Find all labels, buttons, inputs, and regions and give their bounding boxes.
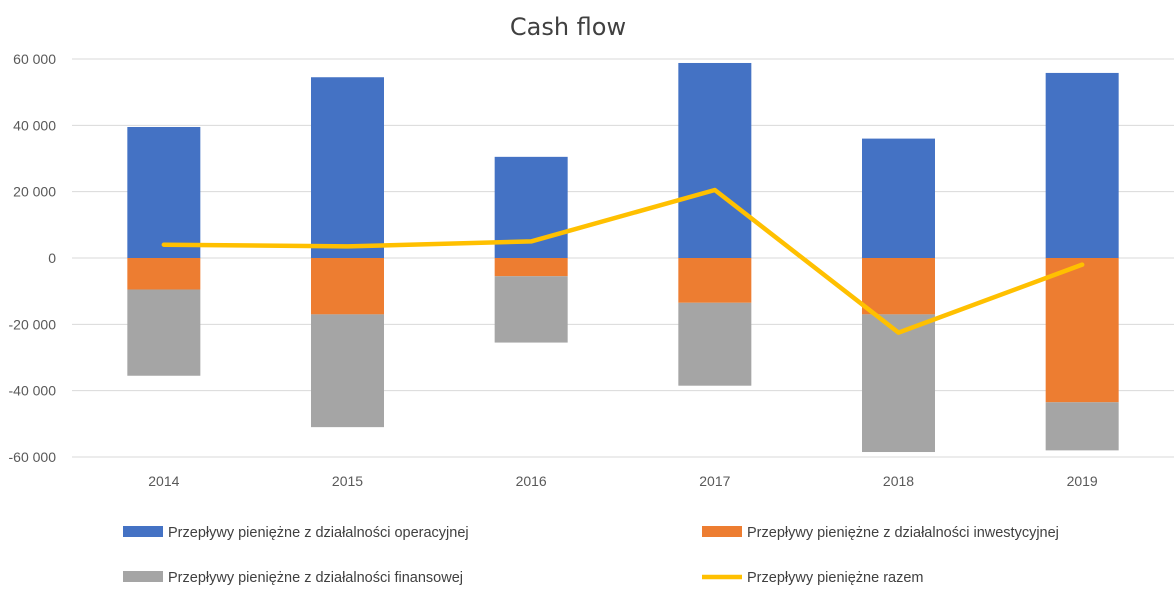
gridlines xyxy=(72,58,1174,458)
bar-segment xyxy=(1045,72,1119,259)
legend-label: Przepływy pieniężne z działalności opera… xyxy=(168,525,469,541)
legend-swatch xyxy=(123,526,163,537)
legend-label: Przepływy pieniężne z działalności finan… xyxy=(168,570,463,586)
bar-segment xyxy=(862,138,935,258)
bar-segment xyxy=(127,126,201,258)
y-tick-label: -40 000 xyxy=(9,383,57,399)
legend-item: Przepływy pieniężne z działalności inwes… xyxy=(702,525,1059,541)
bar-segment xyxy=(311,77,384,258)
x-tick-label: 2016 xyxy=(516,473,547,489)
y-tick-label: -20 000 xyxy=(9,316,57,332)
bar-segment xyxy=(862,314,935,453)
legend-item: Przepływy pieniężne z działalności opera… xyxy=(123,525,469,541)
y-axis-ticks: 60 000 40 000 20 000 0 -20 000 -40 000 -60 000 xyxy=(9,51,57,465)
bar-segment xyxy=(678,62,752,259)
legend: Przepływy pieniężne z działalności opera… xyxy=(123,525,1059,586)
y-tick-label: -60 000 xyxy=(9,449,57,465)
x-tick-label: 2017 xyxy=(699,473,730,489)
x-tick-label: 2015 xyxy=(332,473,363,489)
bar-segment xyxy=(1045,402,1119,451)
legend-item: Przepływy pieniężne razem xyxy=(702,570,924,586)
legend-swatch xyxy=(702,526,742,537)
legend-label: Przepływy pieniężne razem xyxy=(747,570,924,586)
bar-segment xyxy=(1045,258,1119,403)
y-tick-label: 20 000 xyxy=(13,184,56,200)
y-tick-label: 60 000 xyxy=(13,51,56,67)
bars xyxy=(127,62,1119,453)
bar-segment xyxy=(862,258,935,315)
y-tick-label: 40 000 xyxy=(13,117,56,133)
legend-item: Przepływy pieniężne z działalności finan… xyxy=(123,570,463,586)
x-tick-label: 2019 xyxy=(1067,473,1098,489)
chart-title: Cash flow xyxy=(510,13,626,41)
legend-label: Przepływy pieniężne z działalności inwes… xyxy=(747,525,1059,541)
bar-segment xyxy=(127,289,201,376)
bar-segment xyxy=(494,258,568,277)
y-tick-label: 0 xyxy=(48,250,56,266)
bar-segment xyxy=(311,258,384,315)
total-line xyxy=(161,187,1085,335)
bar-segment xyxy=(127,258,201,290)
x-tick-label: 2014 xyxy=(148,473,179,489)
legend-swatch xyxy=(123,571,163,582)
x-axis-ticks: 2014 2015 2016 2017 2018 2019 xyxy=(148,473,1098,489)
bar-segment xyxy=(678,258,752,303)
x-tick-label: 2018 xyxy=(883,473,914,489)
bar-segment xyxy=(494,276,568,343)
bar-segment xyxy=(311,314,384,428)
bar-segment xyxy=(678,302,752,386)
series-line xyxy=(161,187,1085,335)
